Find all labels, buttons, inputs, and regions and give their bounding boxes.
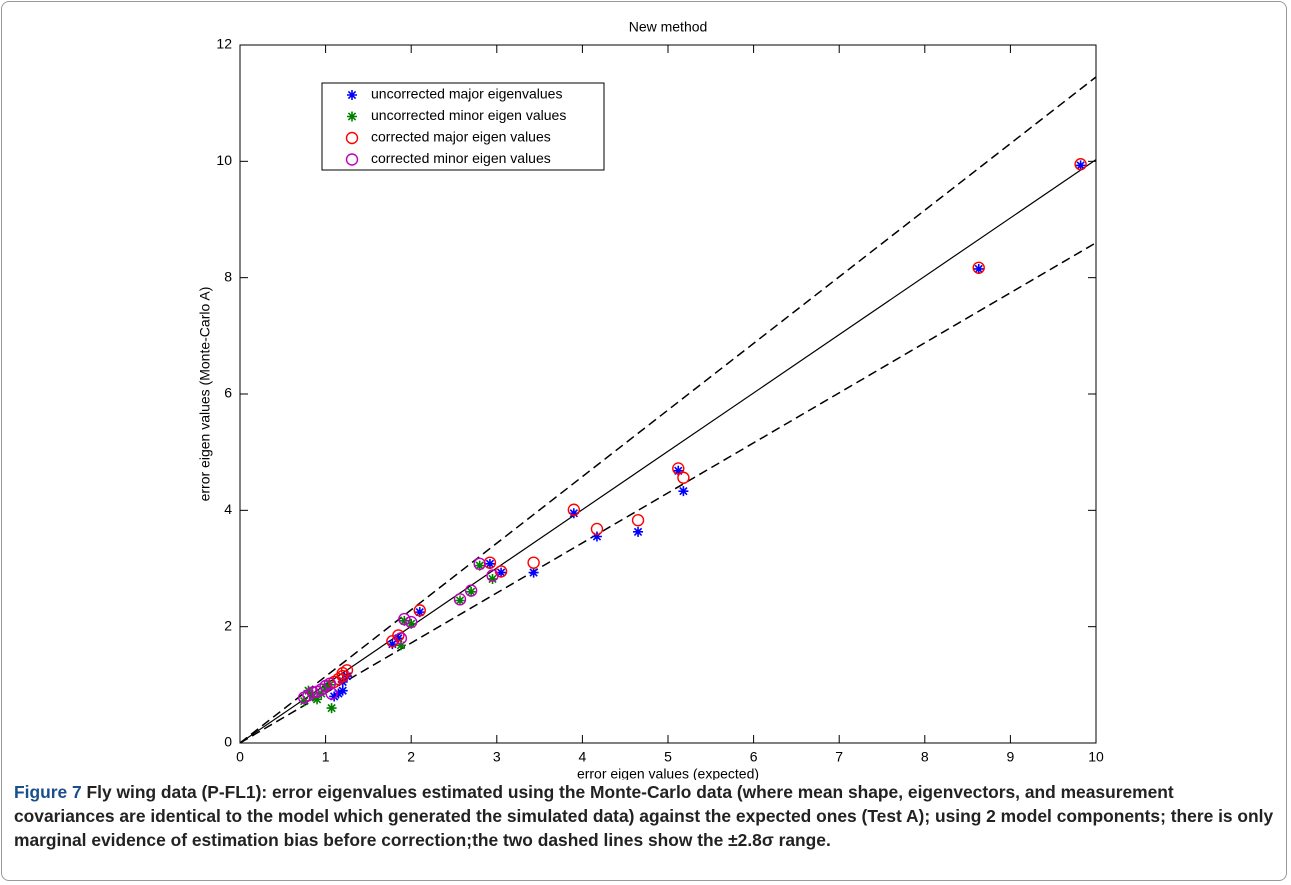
legend-marker [347, 111, 357, 122]
caption-label: Figure 7 [14, 782, 82, 802]
marker-asterisk [414, 607, 425, 618]
legend-marker [345, 153, 359, 166]
marker-circle [590, 522, 604, 536]
legend-label: uncorrected minor eigen values [371, 107, 566, 123]
marker-asterisk [393, 633, 404, 644]
x-tick-label: 7 [835, 749, 843, 765]
marker-circle [392, 629, 405, 642]
marker-circle [473, 557, 486, 571]
reference-line [239, 159, 1097, 744]
marker-asterisk [395, 640, 406, 651]
chart: New method error eigen values (expected)… [197, 19, 1104, 780]
marker-asterisk [406, 618, 417, 629]
marker-asterisk [591, 531, 602, 542]
legend-label: corrected major eigen values [371, 129, 551, 145]
marker-asterisk [454, 595, 465, 606]
x-tick-label: 0 [236, 749, 244, 765]
marker-asterisk [312, 694, 323, 705]
legend-marker [347, 90, 357, 100]
marker-circle [1074, 158, 1087, 171]
marker-circle [486, 569, 499, 582]
caption: Figure 7 Fly wing data (P-FL1): error ei… [14, 780, 1279, 852]
x-tick-label: 9 [1007, 749, 1015, 765]
marker-asterisk [496, 567, 507, 578]
x-tick-label: 1 [322, 749, 330, 765]
legend-box [321, 82, 605, 171]
caption-text: Fly wing data (P-FL1): error eigenvalues… [14, 782, 1274, 850]
marker-asterisk [484, 558, 495, 569]
marker-asterisk [337, 685, 348, 696]
x-axis-label: error eigen values (expected) [577, 766, 759, 780]
legend-marker [345, 131, 359, 145]
marker-circle [398, 612, 411, 626]
marker-circle [453, 593, 467, 606]
marker-circle [323, 677, 337, 690]
marker-circle [527, 556, 540, 569]
marker-asterisk [329, 691, 340, 702]
marker-circle [325, 687, 338, 700]
reference-line [239, 76, 1097, 744]
marker-asterisk [333, 688, 344, 699]
y-axis-label: error eigen values (Monte-Carlo A) [197, 287, 213, 502]
marker-circle [567, 503, 581, 516]
y-tick-label: 2 [224, 617, 232, 633]
marker-circle [394, 632, 408, 645]
marker-circle [405, 615, 418, 629]
y-tick-label: 6 [224, 385, 232, 401]
marker-circle [631, 514, 645, 527]
marker-asterisk [399, 615, 410, 626]
y-tick-label: 0 [224, 734, 232, 750]
x-tick-label: 5 [664, 749, 672, 765]
marker-asterisk [678, 486, 689, 497]
legend: uncorrected major eigenvalues uncorrected… [321, 82, 605, 171]
x-tick-label: 2 [407, 749, 415, 765]
marker-circle [677, 471, 690, 484]
y-tick-label: 12 [216, 36, 232, 52]
y-tick-label: 4 [224, 501, 232, 517]
marker-circle [336, 667, 349, 680]
marker-asterisk [487, 573, 498, 584]
chart-title: New method [629, 19, 708, 35]
marker-asterisk [474, 560, 485, 571]
marker-asterisk [316, 688, 327, 699]
marker-asterisk [307, 691, 318, 702]
y-tick-label: 10 [216, 152, 232, 168]
legend-label: corrected minor eigen values [371, 150, 551, 166]
marker-asterisk [973, 263, 984, 274]
marker-circle [306, 686, 319, 699]
marker-asterisk [466, 586, 477, 597]
marker-asterisk [387, 639, 398, 650]
marker-circle [672, 462, 685, 475]
marker-asterisk [673, 465, 684, 476]
marker-circle [315, 683, 328, 696]
marker-asterisk [528, 567, 539, 578]
marker-asterisk [303, 685, 314, 696]
marker-circle [972, 261, 985, 274]
x-tick-label: 8 [921, 749, 929, 765]
legend-label: uncorrected major eigenvalues [371, 86, 562, 102]
marker-circle [464, 584, 478, 597]
x-tick-label: 6 [750, 749, 758, 765]
x-tick-label: 4 [579, 749, 587, 765]
x-tick-label: 3 [493, 749, 501, 765]
y-tick-label: 8 [224, 268, 232, 284]
x-tick-label: 10 [1088, 749, 1104, 765]
marker-circle [413, 604, 426, 617]
marker-asterisk [326, 703, 337, 714]
reference-line [239, 242, 1097, 744]
marker-asterisk [633, 526, 644, 537]
marker-asterisk [299, 696, 310, 707]
marker-asterisk [1075, 160, 1086, 171]
marker-asterisk [568, 508, 579, 519]
